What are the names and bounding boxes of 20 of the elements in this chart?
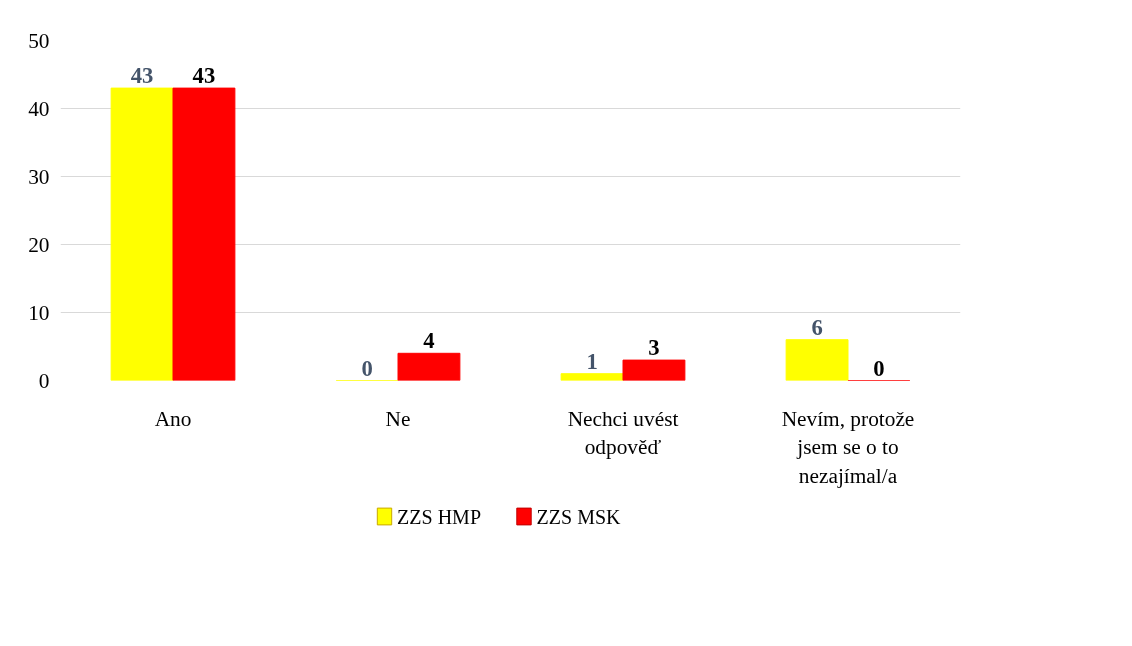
data-label: 4: [423, 328, 435, 354]
y-tick-label: 0: [38, 368, 50, 393]
legend-label: ZZS MSK: [536, 505, 622, 528]
x-tick-label: Ne: [385, 406, 411, 431]
y-tick-label: 40: [28, 96, 50, 121]
x-tick-label: Nevím, protože jsem se o to nezajímal/a: [781, 406, 915, 489]
data-label: 43: [192, 63, 216, 89]
data-label: 43: [130, 63, 154, 89]
data-label: 1: [586, 348, 598, 374]
x-tick-label: Ano: [154, 406, 192, 431]
data-label: 0: [361, 355, 373, 381]
y-tick-label: 10: [28, 300, 50, 325]
y-tick-label: 30: [28, 164, 50, 189]
data-label: 0: [873, 355, 885, 381]
y-tick-label: 20: [28, 232, 50, 257]
data-label: 6: [811, 314, 823, 340]
x-tick-label: Nechci uvést odpověď: [567, 406, 679, 460]
y-tick-label: 50: [28, 28, 50, 53]
data-label: 3: [648, 335, 660, 361]
legend-label: ZZS HMP: [397, 505, 482, 528]
